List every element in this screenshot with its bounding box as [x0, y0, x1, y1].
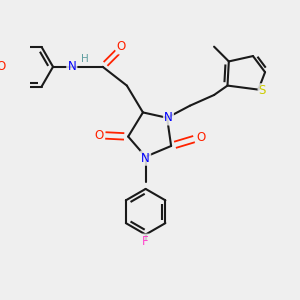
Text: H: H: [81, 54, 89, 64]
Text: N: N: [68, 60, 76, 73]
Text: S: S: [259, 85, 266, 98]
Text: N: N: [164, 111, 173, 124]
Text: O: O: [117, 40, 126, 53]
Text: N: N: [141, 152, 150, 165]
Text: O: O: [94, 129, 103, 142]
Text: O: O: [0, 60, 6, 73]
Text: O: O: [196, 131, 205, 144]
Text: F: F: [142, 235, 149, 248]
